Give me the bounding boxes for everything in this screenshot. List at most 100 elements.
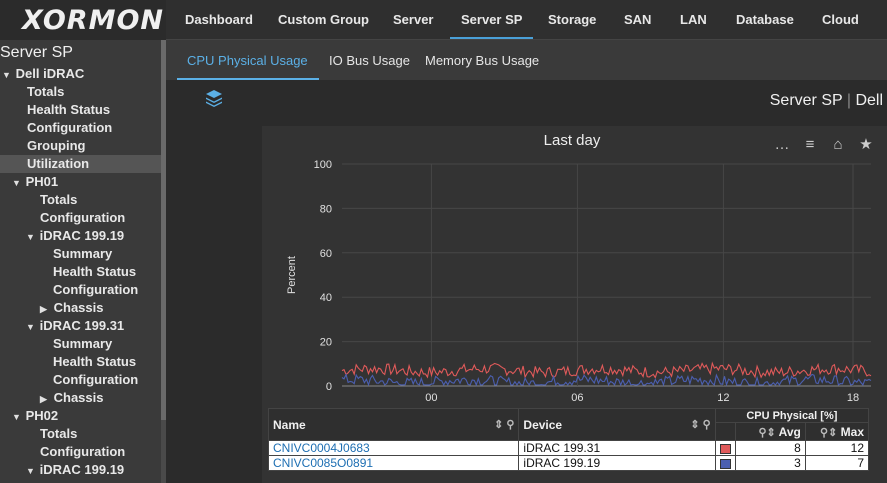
row-name-link[interactable]: CNIVC0085O0891 — [267, 455, 520, 471]
expand-arrow-icon[interactable]: ▼ — [26, 322, 35, 332]
nav-server-sp[interactable]: Server SP — [450, 0, 534, 39]
table-row[interactable]: CNIVC0085O0891 iDRAC 199.19 3 7 — [267, 455, 870, 471]
nav-storage[interactable]: Storage — [548, 12, 597, 27]
sort-search-icon[interactable]: ⇕ ⚲ — [494, 418, 515, 431]
sidebar-item-label: Totals — [27, 84, 65, 99]
collapse-arrow-icon[interactable]: ▶ — [40, 304, 47, 314]
nav-database[interactable]: Database — [736, 12, 794, 27]
more-icon[interactable]: … — [774, 135, 790, 153]
sidebar-item-configuration[interactable]: Configuration — [0, 281, 166, 299]
expand-arrow-icon[interactable]: ▼ — [2, 70, 11, 80]
logo[interactable]: XORMON — [0, 0, 166, 40]
col-device[interactable]: Device ⇕ ⚲ — [518, 408, 716, 441]
tab-memory-bus-usage[interactable]: Memory Bus Usage — [425, 53, 540, 68]
col-max[interactable]: ⚲⇕ Max — [804, 422, 870, 441]
heading-sub: Dell — [855, 92, 883, 109]
sidebar-item-label: Totals — [40, 426, 78, 441]
sidebar-item-label: Summary — [53, 246, 113, 261]
x-tick-label: 12 — [717, 392, 729, 404]
sidebar-item-ph02[interactable]: ▼ PH02 — [0, 407, 166, 425]
sidebar-item-configuration[interactable]: Configuration — [0, 443, 166, 461]
sub-navigation: CPU Physical Usage IO Bus Usage Memory Bus… — [166, 40, 887, 80]
col-avg[interactable]: ⚲⇕ Avg — [734, 422, 806, 441]
cpu-chart[interactable]: 0 20 40 60 80 100 00 06 12 18 Percent — [262, 126, 887, 483]
sidebar-item-grouping[interactable]: Grouping — [0, 137, 166, 155]
table-row[interactable]: CNIVC0004J0683 iDRAC 199.31 8 12 — [267, 440, 870, 456]
list-icon[interactable]: ≡ — [805, 135, 815, 153]
collapse-arrow-icon[interactable]: ▶ — [40, 394, 47, 404]
sidebar-item-totals[interactable]: Totals — [0, 191, 166, 209]
sidebar-item-label: PH01 — [25, 174, 59, 189]
sidebar-item-label: Totals — [40, 192, 78, 207]
color-swatch — [719, 443, 731, 454]
sidebar-item-ph01[interactable]: ▼ PH01 — [0, 173, 166, 191]
sidebar-item-dell-idrac[interactable]: ▼ Dell iDRAC — [0, 65, 166, 83]
nav-dashboard[interactable]: Dashboard — [185, 12, 253, 27]
row-name-link[interactable]: CNIVC0004J0683 — [267, 440, 520, 456]
sidebar-item-chassis[interactable]: ▶ Chassis — [0, 299, 166, 317]
top-navigation: Dashboard Custom Group Server Server SP Stor… — [166, 0, 887, 40]
sidebar-title: Server SP — [0, 40, 166, 65]
sidebar-item-configuration[interactable]: Configuration — [0, 371, 166, 389]
nav-cloud[interactable]: Cloud — [822, 12, 859, 27]
heading-main: Server SP — [769, 92, 843, 109]
row-avg: 3 — [734, 455, 806, 471]
sidebar-item-label: Utilization — [27, 156, 90, 171]
sidebar-item-idrac-199-19[interactable]: ▼ iDRAC 199.19 — [0, 461, 166, 479]
star-icon[interactable]: ★ — [859, 136, 873, 153]
y-tick-label: 60 — [320, 248, 332, 260]
x-tick-label: 06 — [571, 392, 583, 404]
sidebar-item-label: Grouping — [27, 138, 86, 153]
col-name-label: Name — [273, 417, 306, 432]
sidebar-item-summary[interactable]: Summary — [0, 245, 166, 263]
sidebar-item-label: iDRAC 199.19 — [39, 228, 125, 243]
sidebar-item-health-status[interactable]: Health Status — [0, 101, 166, 119]
sidebar: XORMON Server SP ▼ Dell iDRAC Totals Healt… — [0, 0, 166, 483]
col-avg-label: Avg — [778, 424, 801, 439]
layers-icon[interactable] — [204, 88, 224, 108]
tab-io-bus-usage[interactable]: IO Bus Usage — [329, 53, 410, 68]
chart-panel: 0 20 40 60 80 100 00 06 12 18 Percent Last day … ≡ ⌂… — [262, 126, 887, 483]
sidebar-item-chassis[interactable]: ▶ Chassis — [0, 389, 166, 407]
sidebar-item-health-status[interactable]: Health Status — [0, 263, 166, 281]
y-tick-label: 80 — [320, 203, 332, 215]
sidebar-item-summary[interactable]: Summary — [0, 335, 166, 353]
sidebar-item-label: Chassis — [53, 300, 104, 315]
sidebar-item-configuration[interactable]: Configuration — [0, 119, 166, 137]
search-sort-icon[interactable]: ⚲⇕ — [758, 426, 776, 439]
tab-cpu-physical-usage[interactable]: CPU Physical Usage — [177, 40, 319, 80]
nav-custom-group[interactable]: Custom Group — [278, 12, 369, 27]
sidebar-scrollbar[interactable] — [161, 40, 166, 483]
col-name[interactable]: Name ⇕ ⚲ — [267, 408, 520, 441]
col-max-label: Max — [840, 424, 864, 439]
y-axis-label: Percent — [286, 256, 298, 294]
sidebar-item-label: Configuration — [53, 372, 139, 387]
nav-lan[interactable]: LAN — [680, 12, 707, 27]
sidebar-item-idrac-199-19[interactable]: ▼ iDRAC 199.19 — [0, 227, 166, 245]
home-icon[interactable]: ⌂ — [833, 135, 843, 153]
sidebar-item-configuration[interactable]: Configuration — [0, 209, 166, 227]
sidebar-item-totals[interactable]: Totals — [0, 83, 166, 101]
sidebar-item-idrac-199-31[interactable]: ▼ iDRAC 199.31 — [0, 317, 166, 335]
expand-arrow-icon[interactable]: ▼ — [26, 466, 35, 476]
sidebar-item-label: iDRAC 199.31 — [39, 318, 125, 333]
sidebar-item-utilization[interactable]: Utilization — [0, 155, 166, 173]
nav-san[interactable]: SAN — [624, 12, 652, 27]
x-tick-label: 18 — [847, 392, 859, 404]
sidebar-item-totals[interactable]: Totals — [0, 425, 166, 443]
row-color — [714, 455, 736, 471]
scrollbar-thumb[interactable] — [161, 40, 166, 420]
row-max: 7 — [804, 455, 870, 471]
row-device: iDRAC 199.19 — [518, 455, 716, 471]
sidebar-item-health-status[interactable]: Health Status — [0, 353, 166, 371]
y-tick-label: 20 — [320, 337, 332, 349]
expand-arrow-icon[interactable]: ▼ — [26, 232, 35, 242]
expand-arrow-icon[interactable]: ▼ — [12, 178, 21, 188]
sidebar-item-label: Chassis — [53, 390, 104, 405]
sort-search-icon[interactable]: ⇕ ⚲ — [690, 418, 711, 431]
expand-arrow-icon[interactable]: ▼ — [12, 412, 21, 422]
nav-server[interactable]: Server — [393, 12, 434, 27]
search-sort-icon[interactable]: ⚲⇕ — [820, 426, 838, 439]
sidebar-item-label: Health Status — [53, 354, 137, 369]
col-color — [714, 422, 736, 441]
